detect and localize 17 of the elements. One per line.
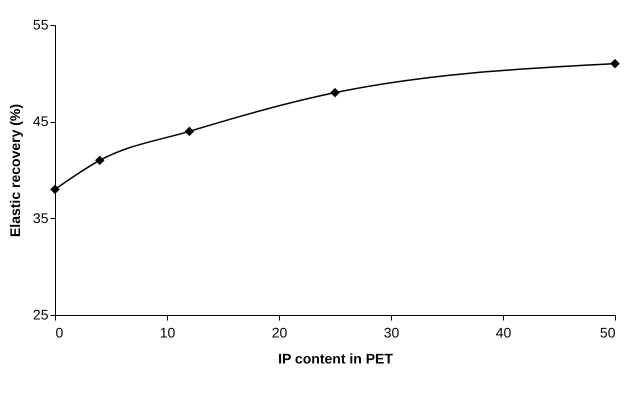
y-tick-label: 55 [32,16,49,32]
x-tick-label: 40 [496,324,512,340]
point [184,126,194,136]
x-tick-label: 10 [160,324,176,340]
point [50,184,60,194]
point [330,88,340,98]
y-tick-label: 45 [32,113,49,130]
point [95,156,105,166]
y-axis-title: Elastic recovery (%) [6,104,23,238]
point [610,58,620,68]
x-tick-label: 20 [272,324,288,340]
y-tick-label: 35 [32,210,49,226]
x-axis-title: IP content in PET [278,350,394,366]
y-tick-label: 25 [32,306,49,322]
x-tick-label: 30 [384,324,400,340]
x-tick-label: 0 [56,324,64,340]
x-tick-label: 50 [600,324,616,340]
